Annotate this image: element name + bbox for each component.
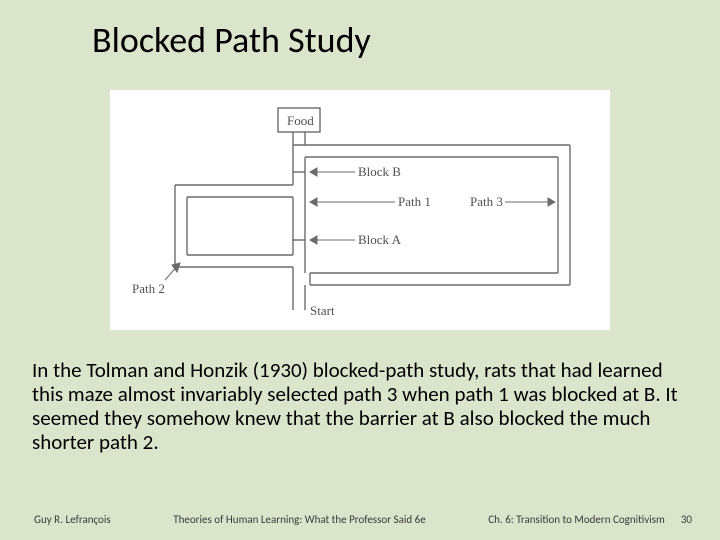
label-path3: Path 3 <box>470 194 503 209</box>
slide-footer: Guy R. Lefrançois Theories of Human Lear… <box>0 513 720 526</box>
body-paragraph: In the Tolman and Honzik (1930) blocked-… <box>32 358 688 455</box>
label-path1: Path 1 <box>398 194 431 209</box>
label-block-a: Block A <box>358 232 402 247</box>
slide-title: Blocked Path Study <box>0 0 720 62</box>
label-path2: Path 2 <box>132 281 165 296</box>
maze-figure: Food Block B Path 1 Block A Path 3 Path … <box>110 90 610 330</box>
label-start: Start <box>310 303 335 318</box>
footer-author: Guy R. Lefrançois <box>34 513 111 526</box>
footer-book-title: Theories of Human Learning: What the Pro… <box>111 513 489 526</box>
footer-page-number: 30 <box>681 513 692 526</box>
footer-chapter: Ch. 6: Transition to Modern Cognitivism <box>488 513 665 526</box>
label-block-b: Block B <box>358 164 401 179</box>
label-food: Food <box>287 113 314 128</box>
